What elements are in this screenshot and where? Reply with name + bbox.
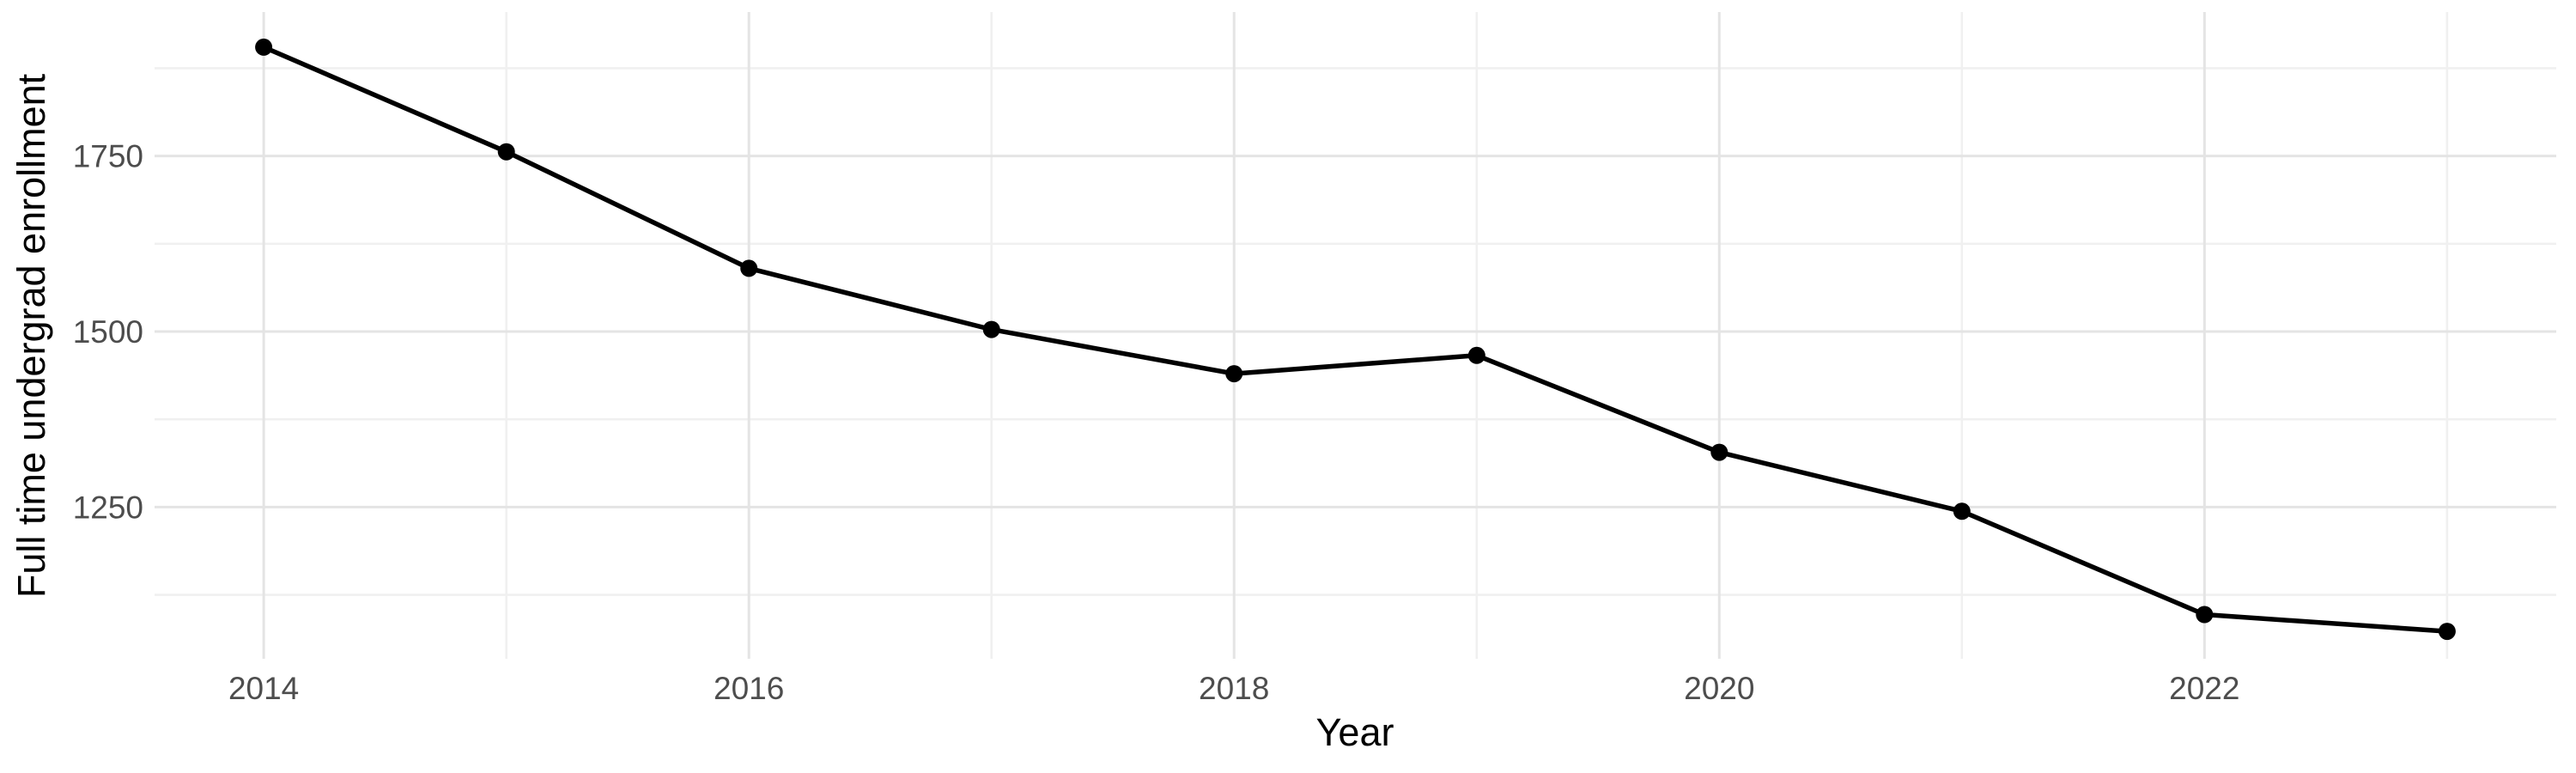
y-tick-label: 1250 [73, 490, 143, 525]
minor-gridlines [155, 12, 2556, 659]
x-tick-label: 2022 [2169, 671, 2239, 706]
y-axis-title: Full time undergrad enrollment [9, 73, 53, 598]
y-axis-tick-labels: 1250 1500 1750 [73, 139, 143, 526]
data-points [255, 38, 2456, 641]
data-point [2196, 606, 2214, 624]
y-tick-label: 1750 [73, 139, 143, 174]
data-point [740, 259, 758, 277]
data-point [982, 320, 1000, 338]
data-point [1710, 443, 1728, 461]
data-point [255, 38, 273, 56]
x-tick-label: 2018 [1199, 671, 1269, 706]
data-point [1225, 365, 1243, 383]
x-tick-label: 2020 [1684, 671, 1754, 706]
data-point [497, 143, 515, 161]
x-axis-tick-labels: 2014 2016 2018 2020 2022 [228, 671, 2240, 706]
y-tick-label: 1500 [73, 314, 143, 350]
data-point [2438, 623, 2456, 641]
x-tick-label: 2014 [228, 671, 299, 706]
x-axis-title: Year [1316, 710, 1394, 754]
data-point [1953, 502, 1971, 520]
x-tick-label: 2016 [714, 671, 784, 706]
data-point [1467, 346, 1485, 364]
line-series [263, 45, 2448, 634]
major-gridlines [155, 12, 2556, 659]
series-path [263, 45, 2448, 634]
